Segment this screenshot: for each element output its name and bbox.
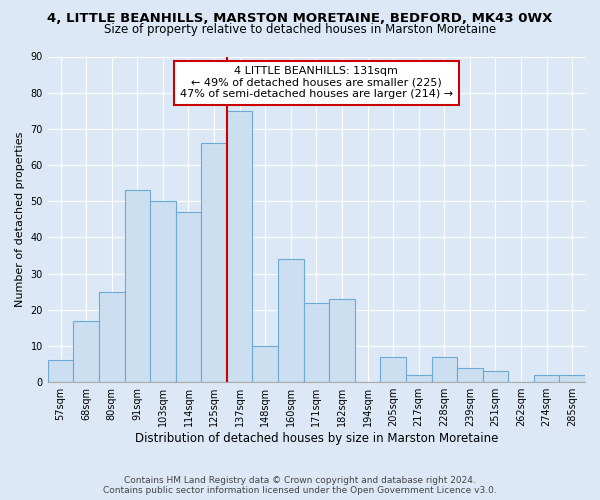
Y-axis label: Number of detached properties: Number of detached properties (15, 132, 25, 307)
Bar (253, 346, 278, 382)
Text: Contains HM Land Registry data © Crown copyright and database right 2024.
Contai: Contains HM Land Registry data © Crown c… (103, 476, 497, 495)
Bar (73, 320, 99, 382)
Bar (99, 292, 125, 382)
Bar (457, 368, 482, 382)
Bar (304, 302, 329, 382)
Bar (176, 212, 201, 382)
X-axis label: Distribution of detached houses by size in Marston Moretaine: Distribution of detached houses by size … (135, 432, 498, 445)
Bar (380, 357, 406, 382)
Bar (278, 259, 304, 382)
Bar (48, 360, 73, 382)
Bar (431, 357, 457, 382)
Bar (559, 375, 585, 382)
Bar (125, 190, 150, 382)
Bar (201, 144, 227, 382)
Text: 4, LITTLE BEANHILLS, MARSTON MORETAINE, BEDFORD, MK43 0WX: 4, LITTLE BEANHILLS, MARSTON MORETAINE, … (47, 12, 553, 26)
Bar (227, 111, 253, 382)
Bar (329, 299, 355, 382)
Bar (534, 375, 559, 382)
Bar (482, 372, 508, 382)
Bar (406, 375, 431, 382)
Text: Size of property relative to detached houses in Marston Moretaine: Size of property relative to detached ho… (104, 22, 496, 36)
Text: 4 LITTLE BEANHILLS: 131sqm
← 49% of detached houses are smaller (225)
47% of sem: 4 LITTLE BEANHILLS: 131sqm ← 49% of deta… (180, 66, 453, 100)
Bar (150, 202, 176, 382)
